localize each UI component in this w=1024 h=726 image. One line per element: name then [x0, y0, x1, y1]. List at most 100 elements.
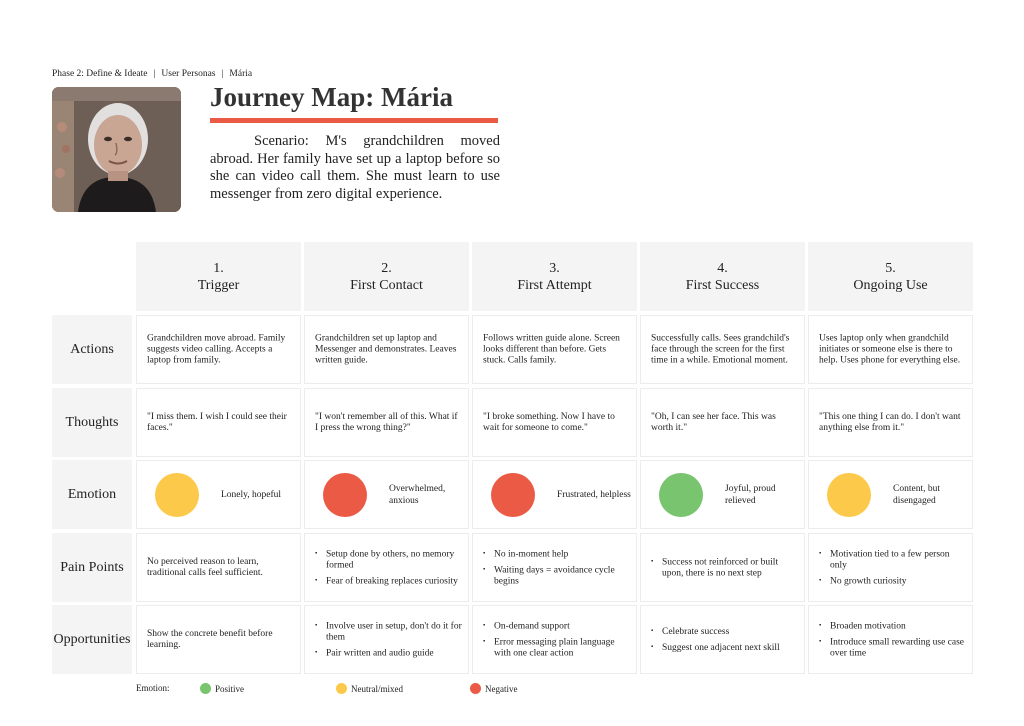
stage-number: 3.: [549, 260, 560, 276]
opportunity-item: Involve user in setup, don't do it for t…: [315, 620, 462, 643]
legend-dot: [336, 683, 347, 694]
emotion-indicator: [323, 472, 367, 517]
legend-item-positive: Positive: [200, 683, 244, 694]
row-label-opportunities: Opportunities: [52, 605, 132, 674]
legend-item-negative: Negative: [470, 683, 517, 694]
actions-text: Uses laptop only when grandchild initiat…: [819, 333, 961, 365]
opportunity-list: Broaden motivation Introduce small rewar…: [819, 620, 966, 659]
emotion-label: Content, but disengaged: [893, 483, 940, 506]
opportunities-cell: Celebrate success Suggest one adjacent n…: [640, 605, 805, 674]
pain-point-list: Motivation tied to a few person only No …: [819, 548, 966, 587]
emotion-cell: Frustrated, helpless: [472, 460, 637, 529]
row-label-thoughts: Thoughts: [52, 388, 132, 457]
pain-point-text: No perceived reason to learn, traditiona…: [147, 556, 263, 578]
stage-name: Trigger: [197, 277, 240, 293]
opportunity-item: On-demand support: [483, 620, 630, 632]
stage-header-trigger: 1. Trigger: [136, 242, 301, 311]
breadcrumb-persona: Mária: [229, 69, 253, 79]
opportunity-item: Suggest one adjacent next skill: [651, 642, 798, 654]
legend-item-neutral: Neutral/mixed: [336, 683, 403, 694]
legend-label: Neutral/mixed: [351, 683, 403, 694]
stage-name: First Contact: [350, 277, 423, 293]
pain-point-item: Setup done by others, no memory formed: [315, 548, 462, 571]
stage-number: 4.: [717, 260, 728, 276]
scenario-text: Scenario: M's grandchildren moved abroad…: [210, 133, 500, 202]
stage-header-ongoing-use: 5. Ongoing Use: [808, 242, 973, 311]
actions-text: Follows written guide alone. Screen look…: [483, 333, 620, 365]
pain-point-item: Fear of breaking replaces curiosity: [315, 575, 462, 587]
opportunity-list: Involve user in setup, don't do it for t…: [315, 620, 462, 659]
pain-point-item: No growth curiosity: [819, 575, 966, 587]
emotion-label: Frustrated, helpless: [557, 489, 631, 500]
thoughts-text: "Oh, I can see her face. This was worth …: [651, 411, 776, 433]
legend-label: Positive: [215, 683, 245, 694]
pain-points-cell: Setup done by others, no memory formed F…: [304, 533, 469, 602]
opportunity-text: Show the concrete benefit before learnin…: [147, 628, 273, 650]
actions-cell: Follows written guide alone. Screen look…: [472, 315, 637, 384]
stage-header-first-attempt: 3. First Attempt: [472, 242, 637, 311]
stage-name: First Attempt: [517, 277, 592, 293]
opportunity-list: Celebrate success Suggest one adjacent n…: [651, 626, 798, 654]
stage-number: 1.: [213, 260, 224, 276]
emotion-indicator: [491, 472, 535, 517]
row-label-pain-points: Pain Points: [52, 533, 132, 602]
breadcrumb-phase: Phase 2: Define & Ideate: [52, 69, 148, 79]
thoughts-cell: "I miss them. I wish I could see their f…: [136, 388, 301, 457]
opportunity-item: Pair written and audio guide: [315, 647, 462, 659]
actions-text: Grandchildren move abroad. Family sugges…: [147, 333, 286, 365]
pain-points-cell: No in-moment help Waiting days = avoidan…: [472, 533, 637, 602]
opportunities-cell: Involve user in setup, don't do it for t…: [304, 605, 469, 674]
emotion-cell: Overwhelmed, anxious: [304, 460, 469, 529]
emotion-label: Joyful, proud relieved: [725, 483, 776, 506]
stage-number: 5.: [885, 260, 896, 276]
stage-name: Ongoing Use: [853, 277, 928, 293]
emotion-indicator: [155, 472, 199, 517]
pain-points-cell: Motivation tied to a few person only No …: [808, 533, 973, 602]
persona-photo: [52, 87, 181, 212]
page-title: Journey Map: Mária: [210, 82, 453, 112]
emotion-indicator: [827, 472, 871, 517]
pain-point-item: Waiting days = avoidance cycle begins: [483, 564, 630, 587]
breadcrumb-section: User Personas: [161, 69, 216, 79]
thoughts-cell: "This one thing I can do. I don't want a…: [808, 388, 973, 457]
legend-title-item: Emotion:: [136, 683, 170, 693]
pain-point-item: Success not reinforced or built upon, th…: [651, 556, 798, 579]
thoughts-cell: "Oh, I can see her face. This was worth …: [640, 388, 805, 457]
opportunity-item: Error messaging plain language with one …: [483, 636, 630, 659]
breadcrumb-separator: |: [221, 69, 224, 79]
pain-point-item: Motivation tied to a few person only: [819, 548, 966, 571]
thoughts-cell: "I broke something. Now I have to wait f…: [472, 388, 637, 457]
actions-text: Successfully calls. Sees grandchild's fa…: [651, 333, 790, 365]
pain-point-list: Success not reinforced or built upon, th…: [651, 556, 798, 579]
legend-title: Emotion:: [136, 683, 170, 693]
emotion-indicator: [659, 472, 703, 517]
stage-header-first-success: 4. First Success: [640, 242, 805, 311]
row-label-actions: Actions: [52, 315, 132, 384]
stage-number: 2.: [381, 260, 392, 276]
emotion-label: Overwhelmed, anxious: [389, 483, 446, 506]
stage-name: First Success: [685, 277, 760, 293]
emotion-label: Lonely, hopeful: [221, 489, 282, 500]
persona-portrait-illustration: [52, 87, 181, 212]
pain-points-cell: Success not reinforced or built upon, th…: [640, 533, 805, 602]
thoughts-text: "This one thing I can do. I don't want a…: [819, 411, 961, 433]
pain-points-cell: No perceived reason to learn, traditiona…: [136, 533, 301, 602]
pain-point-list: No in-moment help Waiting days = avoidan…: [483, 548, 630, 587]
actions-text: Grandchildren set up laptop and Messenge…: [315, 333, 457, 365]
legend-dot: [470, 683, 481, 694]
breadcrumb: Phase 2: Define & Ideate | User Personas | M…: [52, 69, 252, 79]
opportunities-cell: Broaden motivation Introduce small rewar…: [808, 605, 973, 674]
actions-cell: Uses laptop only when grandchild initiat…: [808, 315, 973, 384]
legend-label: Negative: [485, 683, 518, 694]
opportunity-item: Celebrate success: [651, 626, 798, 638]
emotion-cell: Lonely, hopeful: [136, 460, 301, 529]
pain-point-item: No in-moment help: [483, 548, 630, 560]
emotion-cell: Content, but disengaged: [808, 460, 973, 529]
breadcrumb-separator: |: [153, 69, 156, 79]
legend-dot: [200, 683, 211, 694]
opportunities-cell: On-demand support Error messaging plain …: [472, 605, 637, 674]
emotion-legend: Emotion: Positive Neutral/mixed Negative: [136, 683, 556, 697]
opportunity-list: On-demand support Error messaging plain …: [483, 620, 630, 659]
thoughts-text: "I miss them. I wish I could see their f…: [147, 411, 287, 433]
actions-cell: Grandchildren set up laptop and Messenge…: [304, 315, 469, 384]
